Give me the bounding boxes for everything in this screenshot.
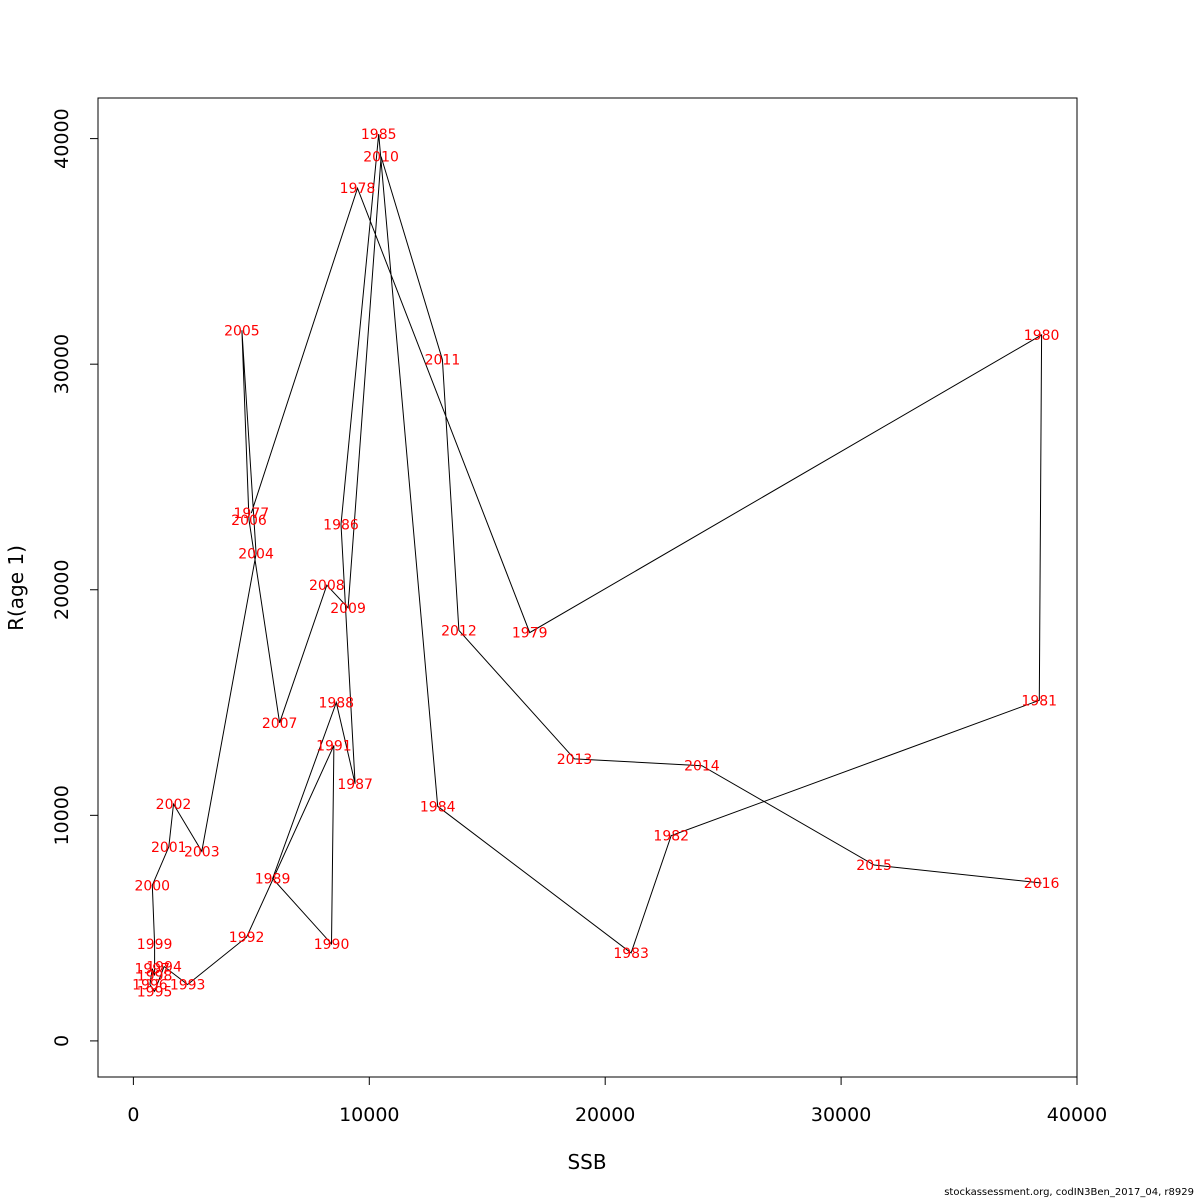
- point-label-1982: 1982: [653, 829, 689, 845]
- point-label-2011: 2011: [425, 353, 461, 369]
- point-label-1992: 1992: [229, 930, 265, 946]
- point-label-1984: 1984: [420, 799, 456, 815]
- x-tick-label: 40000: [1047, 1104, 1107, 1126]
- point-label-1989: 1989: [255, 871, 291, 887]
- point-label-1985: 1985: [361, 127, 397, 143]
- x-axis: 0 10000 20000 30000 40000: [127, 1076, 1107, 1126]
- trajectory-line: [149, 134, 1043, 993]
- point-label-1995: 1995: [137, 984, 173, 1000]
- point-label-2013: 2013: [557, 752, 593, 768]
- point-label-1986: 1986: [323, 517, 359, 533]
- point-label-1997: 1997: [134, 962, 170, 978]
- footer-credit: stockassessment.org, codIN3Ben_2017_04, …: [944, 1187, 1194, 1198]
- point-label-1993: 1993: [170, 978, 206, 994]
- y-tick-label: 20000: [51, 560, 73, 620]
- point-label-2004: 2004: [238, 547, 274, 563]
- point-label-2009: 2009: [330, 601, 366, 617]
- point-label-1977: 1977: [234, 506, 270, 522]
- point-label-2007: 2007: [262, 716, 298, 732]
- point-label-2001: 2001: [151, 840, 187, 856]
- point-label-1981: 1981: [1021, 693, 1057, 709]
- point-label-2015: 2015: [856, 858, 892, 874]
- point-label-2014: 2014: [684, 759, 720, 775]
- point-label-2002: 2002: [156, 797, 192, 813]
- y-tick-label: 30000: [51, 334, 73, 394]
- point-label-1978: 1978: [340, 181, 376, 197]
- point-label-1983: 1983: [613, 946, 649, 962]
- point-label-1990: 1990: [314, 937, 350, 953]
- point-label-1979: 1979: [512, 626, 548, 642]
- point-label-2005: 2005: [224, 323, 260, 339]
- x-tick-label: 10000: [339, 1104, 399, 1126]
- point-label-2003: 2003: [184, 844, 220, 860]
- x-tick-label: 20000: [575, 1104, 635, 1126]
- point-label-1991: 1991: [316, 738, 352, 754]
- point-label-2000: 2000: [134, 878, 170, 894]
- point-label-2012: 2012: [441, 623, 477, 639]
- y-tick-label: 0: [51, 1035, 73, 1047]
- point-label-2006: 2006: [231, 513, 267, 529]
- y-tick-label: 40000: [51, 108, 73, 168]
- y-tick-label: 10000: [51, 785, 73, 845]
- y-axis: 0 10000 20000 30000 40000: [51, 108, 99, 1047]
- x-tick-label: 0: [127, 1104, 139, 1126]
- point-label-1988: 1988: [318, 696, 354, 712]
- point-label-1996: 1996: [132, 978, 168, 994]
- point-label-1998: 1998: [137, 968, 173, 984]
- point-label-1987: 1987: [337, 777, 373, 793]
- point-label-2008: 2008: [309, 578, 345, 594]
- x-axis-title: SSB: [567, 1150, 606, 1174]
- point-label-1980: 1980: [1024, 328, 1060, 344]
- point-label-2016: 2016: [1024, 876, 1060, 892]
- point-label-2010: 2010: [363, 150, 399, 166]
- point-label-1999: 1999: [137, 937, 173, 953]
- year-labels: 1977 1978 1979 1980 1981 1982 1983 1984 1985 1986…: [132, 127, 1059, 1000]
- x-tick-label: 30000: [811, 1104, 871, 1126]
- point-label-1994: 1994: [146, 959, 182, 975]
- y-axis-title: R(age 1): [4, 545, 28, 631]
